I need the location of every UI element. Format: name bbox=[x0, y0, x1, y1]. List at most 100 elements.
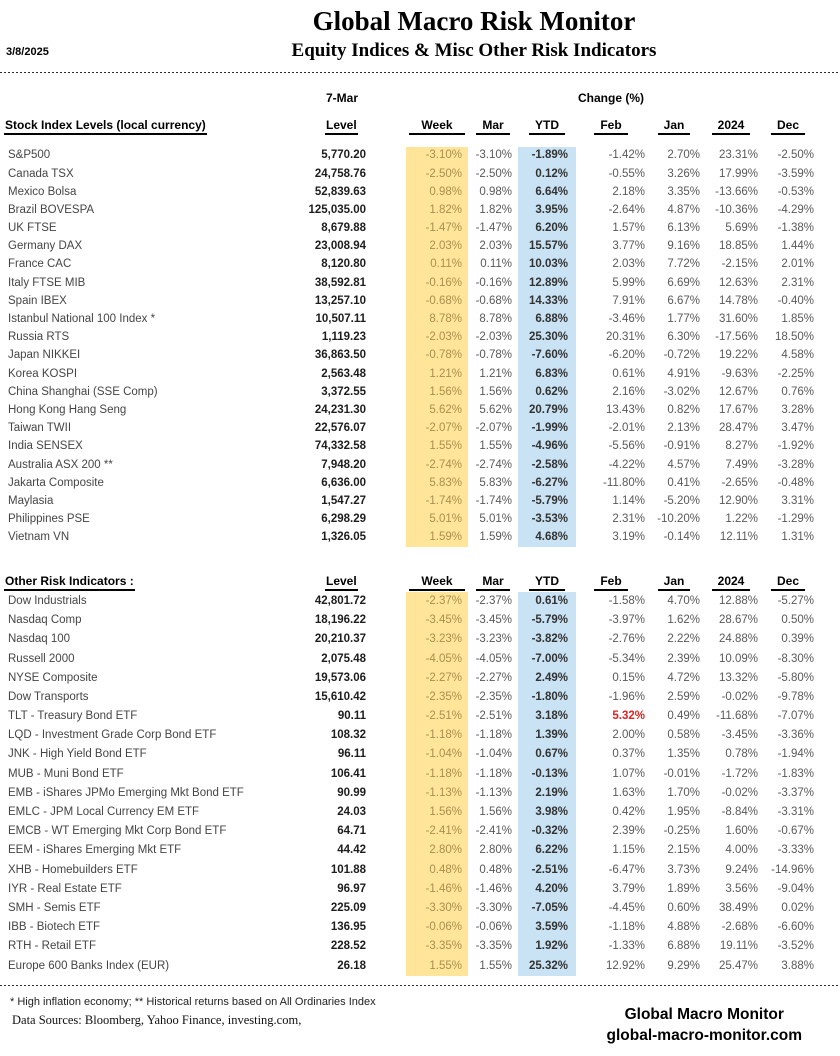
cell-ytd: -4.96% bbox=[518, 438, 576, 457]
cell-feb: -11.80% bbox=[603, 476, 645, 489]
cell-y2024: 38.49% bbox=[718, 901, 758, 914]
cell-name: Brazil BOVESPA bbox=[8, 203, 95, 216]
cell-dec: -0.40% bbox=[777, 294, 814, 307]
cell-level: 90.11 bbox=[337, 710, 366, 723]
cell-week: -1.18% bbox=[406, 726, 468, 746]
cell-mar: 1.56% bbox=[479, 385, 512, 398]
cell-name: Germany DAX bbox=[8, 240, 83, 253]
table-row: SMH - Semis ETF 225.09 -3.30% -3.30% -7.05% -… bbox=[4, 899, 840, 919]
cell-dec: -4.29% bbox=[777, 203, 814, 216]
cell-jan: -3.02% bbox=[663, 385, 700, 398]
cell-y2024: 12.90% bbox=[718, 494, 758, 507]
cell-ytd: 4.68% bbox=[518, 528, 576, 548]
cell-dec: 1.44% bbox=[781, 240, 814, 253]
cell-ytd: -2.51% bbox=[518, 860, 576, 880]
cell-level: 96.11 bbox=[337, 748, 366, 761]
cell-level: 2,075.48 bbox=[321, 652, 366, 665]
cell-week: -1.47% bbox=[406, 219, 468, 238]
cell-y2024: 19.11% bbox=[719, 940, 758, 953]
cell-feb: -1.96% bbox=[608, 690, 645, 703]
cell-jan: 4.88% bbox=[667, 921, 700, 934]
cell-jan: 6.69% bbox=[667, 276, 700, 289]
stock-index-table-header: Stock Index Levels (local currency) Leve… bbox=[4, 105, 840, 135]
cell-level: 90.99 bbox=[337, 786, 366, 799]
table-row: Taiwan TWII 22,576.07 -2.07% -2.07% -1.99% -2… bbox=[4, 419, 840, 438]
cell-ytd: -2.58% bbox=[518, 456, 576, 475]
cell-mar: -2.37% bbox=[475, 594, 512, 607]
cell-ytd: 20.79% bbox=[518, 401, 576, 420]
cell-y2024: -0.02% bbox=[721, 690, 758, 703]
table-row: EEM - iShares Emerging Mkt ETF 44.42 2.80%… bbox=[4, 841, 840, 861]
cell-level: 19,573.06 bbox=[314, 671, 366, 684]
cell-dec: 3.88% bbox=[781, 959, 814, 972]
cell-level: 6,636.00 bbox=[321, 476, 366, 489]
cell-jan: 1.89% bbox=[667, 882, 700, 895]
cell-y2024: 1.22% bbox=[725, 513, 758, 526]
cell-week: 2.80% bbox=[406, 841, 468, 861]
cell-week: -1.18% bbox=[406, 764, 468, 784]
cell-feb: 5.32% bbox=[612, 710, 645, 723]
cell-ytd: -0.13% bbox=[518, 764, 576, 784]
report-header: Global Macro Risk Monitor Equity Indices… bbox=[4, 0, 840, 63]
cell-ytd: 10.03% bbox=[518, 256, 576, 275]
cell-dec: -0.53% bbox=[777, 185, 814, 198]
cell-ytd: 15.57% bbox=[518, 237, 576, 257]
cell-jan: 0.49% bbox=[667, 710, 700, 723]
cell-jan: -0.01% bbox=[663, 767, 700, 780]
cell-dec: -7.07% bbox=[777, 710, 814, 723]
cell-jan: -0.25% bbox=[663, 825, 700, 838]
cell-y2024: 23.31% bbox=[718, 149, 758, 162]
table-row: Dow Transports 15,610.42 -2.35% -2.35% -1.80… bbox=[4, 688, 840, 708]
cell-name: France CAC bbox=[8, 258, 72, 271]
cell-mar: -2.50% bbox=[475, 167, 512, 180]
col-group-change: Change (%) bbox=[578, 91, 644, 105]
cell-jan: 2.15% bbox=[667, 844, 700, 857]
cell-level: 18,196.22 bbox=[314, 614, 366, 627]
cell-dec: -3.33% bbox=[777, 844, 814, 857]
cell-ytd: -5.79% bbox=[518, 611, 576, 631]
cell-ytd: 25.30% bbox=[518, 328, 576, 348]
column-header-jan: Jan bbox=[646, 118, 702, 135]
cell-week: 1.21% bbox=[406, 365, 468, 384]
table-row: TLT - Treasury Bond ETF 90.11 -2.51% -2.51%… bbox=[4, 707, 840, 727]
cell-level: 101.88 bbox=[330, 863, 366, 876]
table-row: Jakarta Composite 6,636.00 5.83% 5.83% -6.27… bbox=[4, 474, 840, 493]
cell-level: 108.32 bbox=[330, 729, 366, 742]
brand-url: global-macro-monitor.com bbox=[606, 1026, 803, 1044]
cell-ytd: 6.22% bbox=[518, 841, 576, 861]
cell-jan: 2.22% bbox=[667, 633, 700, 646]
cell-week: -3.45% bbox=[406, 611, 468, 631]
cell-dec: -3.28% bbox=[777, 458, 814, 471]
cell-feb: -1.33% bbox=[608, 940, 645, 953]
cell-y2024: 12.88% bbox=[718, 594, 758, 607]
cell-y2024: 4.00% bbox=[725, 844, 758, 857]
table-row: Mexico Bolsa 52,839.63 0.98% 0.98% 6.64% 2.18… bbox=[4, 183, 840, 202]
cell-feb: 3.19% bbox=[612, 531, 645, 544]
cell-mar: -1.04% bbox=[475, 748, 512, 761]
cell-mar: -3.35% bbox=[475, 940, 512, 953]
cell-feb: -2.01% bbox=[608, 422, 645, 435]
cell-name: Japan NIKKEI bbox=[8, 349, 81, 362]
table-row: France CAC 8,120.80 0.11% 0.11% 10.03% 2.03% 7… bbox=[4, 256, 840, 275]
cell-level: 7,948.20 bbox=[321, 458, 366, 471]
cell-y2024: 28.47% bbox=[718, 422, 758, 435]
column-group-header: 7-Mar Change (%) bbox=[4, 73, 840, 105]
cell-dec: -3.37% bbox=[777, 786, 814, 799]
table-row: EMB - iShares JPMo Emerging Mkt Bond ETF… bbox=[4, 784, 840, 804]
cell-y2024: -0.02% bbox=[721, 786, 758, 799]
cell-y2024: 12.11% bbox=[719, 531, 758, 544]
brand-block: Global Macro Monitor global-macro-monito… bbox=[607, 1004, 803, 1046]
cell-ytd: 6.88% bbox=[518, 310, 576, 329]
cell-y2024: 3.56% bbox=[725, 882, 758, 895]
table-row: Japan NIKKEI 36,863.50 -0.78% -0.78% -7.60% -… bbox=[4, 347, 840, 366]
cell-dec: 2.01% bbox=[781, 258, 814, 271]
cell-week: -1.46% bbox=[406, 879, 468, 900]
cell-name: Nasdaq Comp bbox=[8, 614, 82, 627]
cell-week: -2.27% bbox=[406, 668, 468, 689]
cell-feb: 2.00% bbox=[612, 729, 645, 742]
cell-jan: -0.14% bbox=[663, 531, 700, 544]
cell-level: 23,008.94 bbox=[314, 240, 366, 253]
cell-y2024: 5.69% bbox=[725, 222, 758, 235]
cell-jan: 3.73% bbox=[667, 863, 700, 876]
cell-y2024: 7.49% bbox=[725, 458, 758, 471]
